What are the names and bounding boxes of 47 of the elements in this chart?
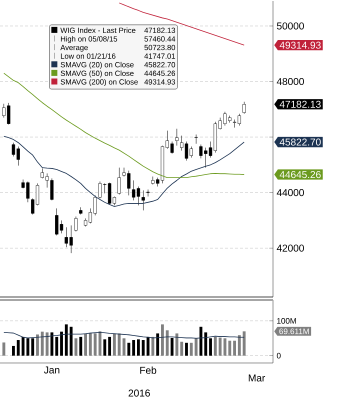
text: 44645.26 <box>280 171 321 178</box>
text: 2016 <box>128 390 150 397</box>
text: 47182.13 <box>280 100 321 108</box>
candlestick <box>118 167 121 195</box>
y-tick-label: 0 <box>276 352 281 359</box>
bar <box>199 326 202 356</box>
bar <box>224 338 226 356</box>
candlestick <box>194 134 198 144</box>
candlestick <box>74 216 78 232</box>
y-tick-label: 44000 <box>276 189 304 196</box>
bar <box>194 338 198 356</box>
bar <box>112 333 116 356</box>
candlestick <box>242 102 246 114</box>
y-tick-label: 42000 <box>276 244 304 252</box>
bar <box>185 342 188 356</box>
bar <box>46 332 49 356</box>
bar <box>22 336 25 356</box>
bar <box>60 332 63 356</box>
y-tick-label: 100M <box>277 318 296 324</box>
bar <box>146 336 150 356</box>
bar <box>156 333 160 356</box>
bar <box>161 324 164 356</box>
bar <box>108 336 112 356</box>
y-tick-label: 48000 <box>276 78 304 86</box>
text: 69.611M <box>279 328 309 334</box>
bar <box>98 331 102 356</box>
candlestick <box>142 190 145 211</box>
candlestick <box>146 189 150 197</box>
bar <box>170 338 174 356</box>
bar <box>209 338 212 356</box>
text: Mar <box>248 374 266 382</box>
bar <box>74 338 78 356</box>
bar <box>122 338 126 356</box>
bar <box>36 334 39 356</box>
y-tick-label: 50000 <box>276 22 304 30</box>
x-tick-label: Jan <box>44 366 60 374</box>
bar <box>233 340 236 356</box>
text: 45822.70 <box>280 138 321 146</box>
bar <box>136 339 140 356</box>
bar <box>12 346 15 356</box>
candlestick <box>175 128 179 146</box>
text: 49314.93 <box>280 42 321 49</box>
bar <box>151 336 154 356</box>
bar <box>2 342 6 356</box>
x-tick-label: Feb <box>140 366 156 374</box>
bar <box>50 332 54 356</box>
bar <box>84 333 87 356</box>
